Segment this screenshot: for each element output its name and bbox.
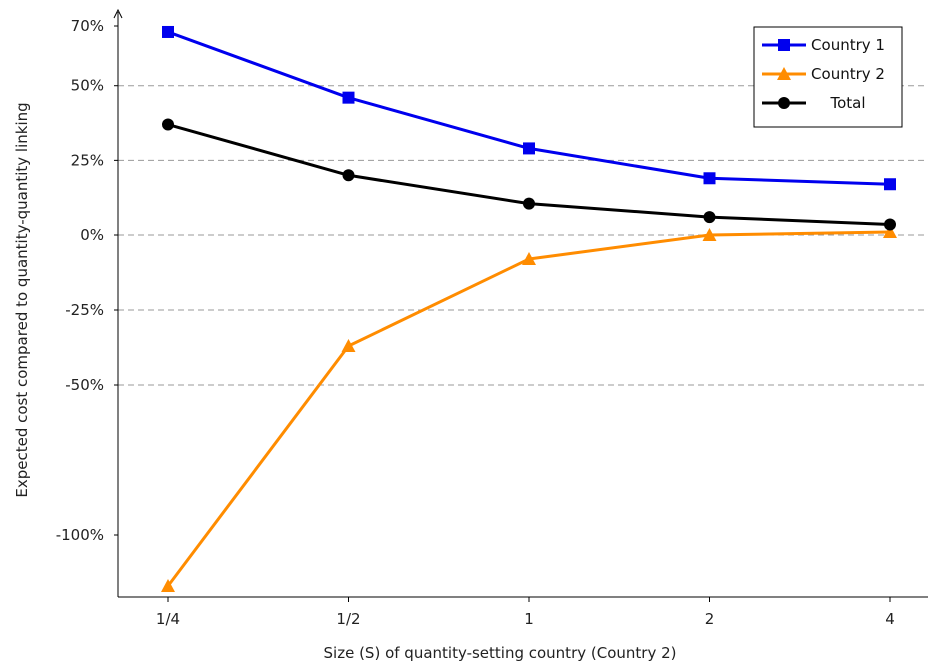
square-marker: [884, 178, 896, 191]
legend-label: Country 1: [811, 36, 885, 54]
y-tick-label: 50%: [71, 77, 104, 95]
x-tick-label: 2: [705, 610, 715, 628]
y-tick-label: -25%: [65, 301, 104, 319]
triangle-marker: [777, 67, 791, 80]
y-tick-label: -100%: [56, 526, 104, 544]
series-line: [166, 230, 891, 587]
gridlines: [118, 85, 928, 386]
y-axis-title: Expected cost compared to quantity-quant…: [13, 102, 31, 497]
circle-marker: [703, 211, 716, 224]
x-tick-label: 1/4: [156, 610, 180, 628]
legend-label: Country 2: [811, 65, 885, 83]
circle-marker: [162, 118, 174, 131]
y-tick-group: 70% 50% 25% 0% -25% -50% -100%: [56, 17, 118, 544]
triangle-marker: [522, 252, 536, 265]
series-total: [162, 118, 896, 231]
series-country-2: [161, 225, 897, 592]
series-country-1: [162, 25, 896, 191]
triangle-marker: [341, 339, 356, 352]
triangle-marker: [161, 579, 175, 592]
x-tick-label: 1: [524, 610, 534, 628]
x-tick-label: 1/2: [336, 610, 360, 628]
circle-marker: [884, 218, 896, 231]
triangle-marker: [702, 228, 717, 241]
legend-label: Total: [829, 94, 865, 112]
square-marker: [342, 91, 355, 104]
series-group: [161, 25, 897, 592]
axes: [113, 8, 928, 598]
y-axis-arrow: [113, 8, 123, 19]
triangle-marker: [883, 225, 897, 239]
y-tick-label: -50%: [65, 376, 104, 394]
legend: Country 1 Country 2 Total: [753, 26, 903, 128]
square-marker: [523, 142, 535, 155]
circle-marker: [523, 197, 535, 210]
x-axis-title: Size (S) of quantity-setting country (Co…: [324, 644, 677, 662]
square-marker: [703, 172, 716, 185]
square-marker: [162, 25, 174, 38]
x-tick-group: 1/4 1/2 1 2 4: [156, 597, 895, 628]
y-tick-label: 70%: [71, 17, 104, 35]
y-tick-label: 25%: [71, 151, 104, 169]
square-marker: [778, 39, 790, 51]
y-tick-label: 0%: [80, 226, 104, 244]
circle-marker: [342, 169, 355, 182]
circle-marker: [778, 97, 790, 109]
x-tick-label: 4: [885, 610, 895, 628]
